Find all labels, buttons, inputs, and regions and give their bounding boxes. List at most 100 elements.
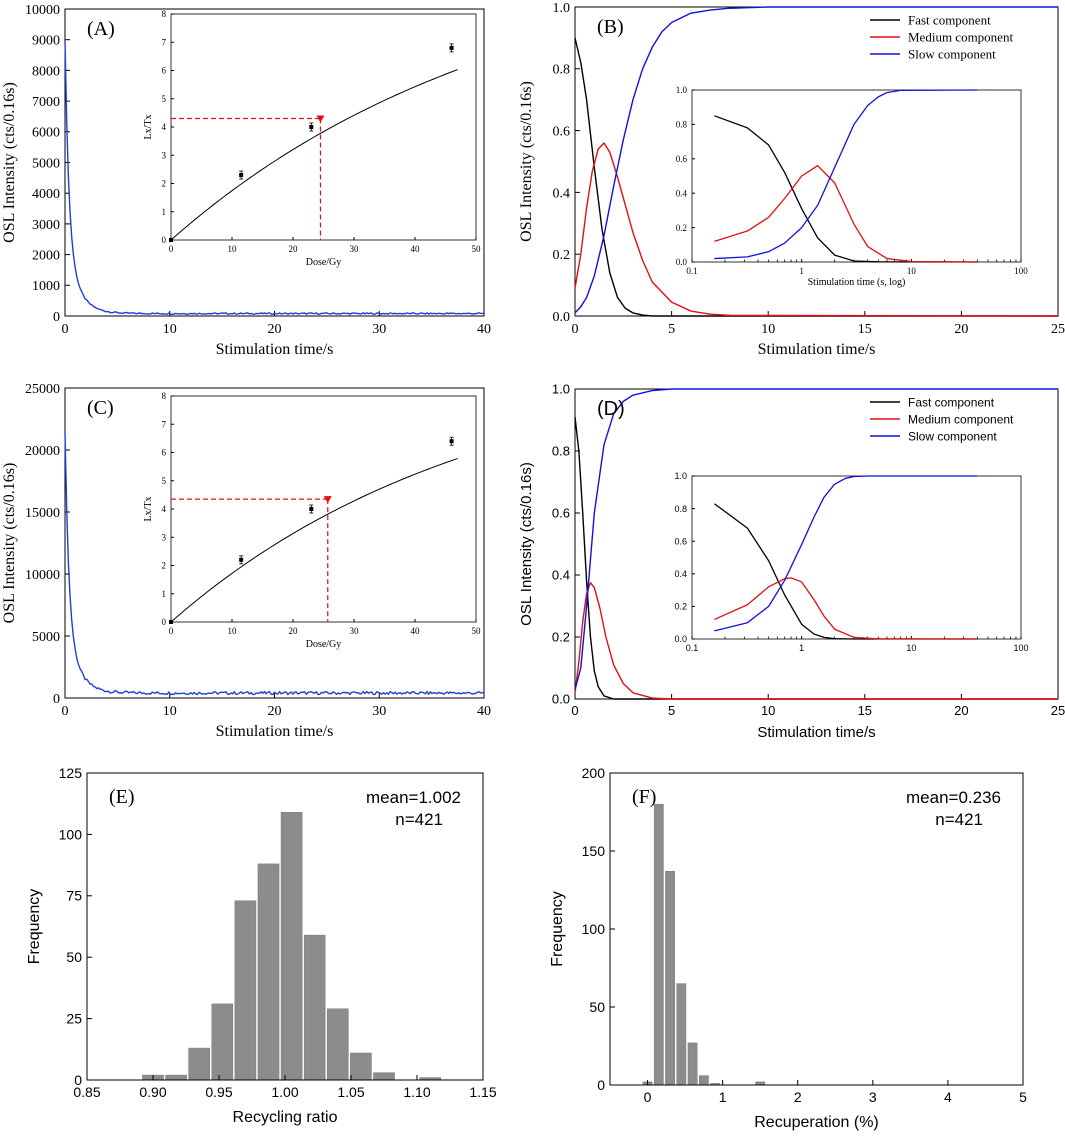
inset-plot-frame	[691, 89, 1022, 263]
y-tick-label: 1000	[32, 279, 60, 294]
inset-series-line-slow-component	[714, 475, 978, 632]
inset-y-tick-label: 0.8	[674, 504, 687, 514]
panel-d: 0 5 10 15 20 25 0.0 0.2 0.4 0.6 0.8 1.0 Stimulation …	[518, 382, 1065, 741]
panel-label: (E)	[109, 786, 135, 808]
histogram-bar	[188, 1047, 210, 1081]
y-tick-label: 8000	[32, 64, 60, 79]
inset-x-tick-label: 30	[350, 244, 360, 254]
panel-a: 0 10 20 30 400100020003000400050006000700080…	[1, 3, 491, 358]
x-tick-label: 30	[372, 322, 386, 337]
inset-y-axis-label: Lx/Tx	[143, 497, 154, 522]
legend-label: Medium component	[908, 413, 1014, 427]
x-tick-label: 0	[572, 322, 579, 337]
panel-label: (D)	[597, 398, 625, 420]
x-tick-label: 1	[719, 1089, 727, 1105]
legend-label: Fast component	[908, 396, 995, 410]
y-axis-label: OSL Intensity (cts/0.16s)	[518, 81, 535, 242]
inset-x-tick-label: 0.1	[686, 643, 699, 653]
panel-label: (B)	[597, 16, 624, 38]
x-tick-label: 40	[477, 322, 491, 337]
y-tick-label: 0.8	[552, 444, 570, 459]
inset-x-tick-label: 50	[472, 244, 482, 254]
x-tick-label: 0.85	[73, 1084, 100, 1100]
inset-x-tick-label: 0	[169, 244, 174, 254]
inset-x-axis-label: Dose/Gy	[306, 257, 342, 268]
inset-y-tick-label: 1.0	[676, 85, 688, 95]
y-tick-label: 50	[66, 949, 82, 965]
inset-y-tick-label: 0.6	[676, 154, 688, 164]
inset-y-tick-label: 0.2	[676, 223, 687, 233]
x-tick-label: 20	[954, 322, 968, 337]
y-tick-label: 0	[597, 1077, 605, 1093]
y-tick-label: 50	[589, 999, 605, 1015]
inset-x-tick-label: 20	[289, 244, 299, 254]
inset-x-tick-label: 100	[1013, 643, 1028, 653]
inset-y-tick-label: 3	[162, 150, 167, 160]
x-tick-label: 20	[954, 703, 968, 718]
fit-curve	[170, 69, 458, 241]
inset-series-line-medium-component	[714, 165, 978, 263]
x-tick-label: 15	[858, 322, 872, 337]
y-tick-label: 0	[74, 1072, 82, 1088]
inset-y-tick-label: 4	[162, 122, 167, 132]
inset-x-tick-label: 50	[472, 626, 482, 636]
natural-marker	[316, 115, 325, 123]
y-axis-label: OSL Intensity (cts/0.16s)	[518, 462, 535, 626]
y-tick-label: 125	[59, 765, 83, 781]
natural-marker	[323, 496, 332, 504]
y-tick-label: 5000	[32, 156, 60, 171]
x-tick-label: 0.90	[139, 1084, 166, 1100]
histogram-bar	[211, 1003, 234, 1081]
series-line-fast-component	[574, 416, 1058, 700]
x-tick-label: 1.05	[337, 1084, 364, 1100]
y-tick-label: 0	[53, 310, 60, 325]
inset-y-tick-label: 2	[162, 179, 167, 189]
x-tick-label: 40	[477, 704, 491, 719]
x-tick-label: 25	[1051, 322, 1065, 337]
y-tick-label: 0.2	[553, 248, 571, 263]
inset-plot-frame	[691, 475, 1022, 640]
x-tick-label: 20	[268, 704, 282, 719]
x-tick-label: 1.15	[469, 1084, 496, 1100]
inset-y-tick-label: 0.0	[676, 257, 688, 267]
y-axis-label: OSL Intensity (cts/0.16s)	[1, 463, 18, 624]
legend-label: Fast component	[908, 13, 991, 28]
inset-y-tick-label: 3	[162, 532, 167, 542]
y-tick-label: 0.6	[552, 506, 570, 521]
legend-label: Medium component	[908, 30, 1013, 45]
histogram-bar	[653, 803, 664, 1086]
inset-y-tick-label: 2	[162, 561, 167, 571]
panel-e: 0.85 0.90 0.95 1.00 1.05 1.10 1.15 0 25 50 75 100 12…	[26, 765, 497, 1126]
x-tick-label: 5	[668, 322, 675, 337]
x-tick-label: 1.10	[403, 1084, 430, 1100]
inset-y-tick-label: 1	[162, 207, 167, 217]
y-tick-label: 0.0	[552, 692, 570, 707]
inset-x-tick-label: 20	[289, 626, 299, 636]
inset-y-tick-label: 0.4	[676, 188, 688, 198]
inset-x-axis-label: Stimulation time (s, log)	[808, 277, 906, 288]
y-tick-label: 3000	[32, 218, 60, 233]
y-tick-label: 20000	[25, 444, 60, 459]
y-tick-label: 9000	[32, 34, 60, 49]
inset-y-tick-label: 5	[162, 476, 167, 486]
y-axis-label: OSL Intensity (cts/0.16s)	[1, 82, 18, 243]
y-tick-label: 150	[582, 843, 606, 859]
panel-b: 0 5 10 15 20 25 0.0 0.2 0.4 0.6 0.8 1.0 Stimulation …	[518, 1, 1065, 358]
x-axis-label: Stimulation time/s	[757, 724, 875, 741]
inset-x-tick-label: 30	[350, 626, 360, 636]
y-tick-label: 25000	[25, 382, 60, 397]
inset-x-tick-label: 0.1	[686, 266, 697, 276]
inset-x-tick-label: 40	[411, 244, 421, 254]
x-tick-label: 10	[761, 322, 775, 337]
y-tick-label: 1.0	[553, 1, 571, 16]
y-tick-label: 6000	[32, 126, 60, 141]
inset-y-tick-label: 5	[162, 94, 167, 104]
inset-x-tick-label: 40	[411, 626, 421, 636]
inset-series-line-medium-component	[714, 577, 978, 640]
y-tick-label: 2000	[32, 249, 60, 264]
plot-frame	[64, 8, 485, 317]
histogram-bar	[303, 934, 326, 1081]
stat-mean: mean=1.002	[366, 788, 461, 807]
inset-dose-response: 0 10 20 30 40 50 0 1 2 3 4 5 6 7 8 Dose/Gy Lx/Tx	[143, 391, 481, 650]
inset-y-tick-label: 1	[162, 589, 167, 599]
